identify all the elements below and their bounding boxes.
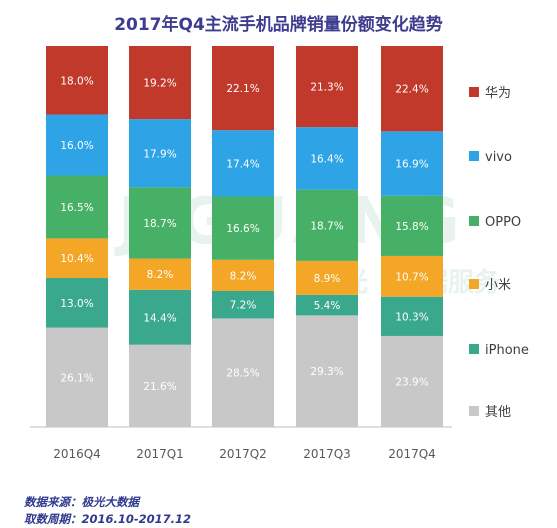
data-label: 21.3%: [310, 82, 343, 94]
bar-segment: [381, 335, 443, 427]
data-label: 29.3%: [310, 366, 343, 378]
legend-label: vivo: [485, 150, 512, 165]
bar-segment: [212, 318, 274, 427]
data-label: 14.4%: [143, 312, 176, 324]
bar-segment: [129, 344, 191, 427]
legend-label: 华为: [485, 86, 511, 101]
bar-segment: [296, 315, 358, 427]
data-label: 16.9%: [395, 159, 428, 171]
bar-segment: [212, 196, 274, 260]
data-label: 10.7%: [395, 271, 428, 283]
data-label: 23.9%: [395, 376, 428, 388]
data-label: 8.2%: [147, 269, 174, 281]
bar-segment: [296, 46, 358, 128]
legend-swatch: [469, 151, 479, 161]
x-tick-label: 2017Q1: [136, 447, 184, 461]
data-label: 18.0%: [60, 75, 93, 87]
data-label: 28.5%: [226, 368, 259, 380]
bar-segment: [129, 119, 191, 188]
bar-segment: [129, 258, 191, 290]
bar-segment: [381, 255, 443, 297]
legend-label: iPhone: [485, 343, 529, 358]
legend-swatch: [469, 279, 479, 289]
legend-swatch: [469, 406, 479, 416]
data-label: 16.4%: [310, 153, 343, 165]
legend-swatch: [469, 216, 479, 226]
data-label: 16.0%: [60, 140, 93, 152]
bar-segment: [212, 290, 274, 319]
bar-segment: [381, 195, 443, 256]
bar-segment: [129, 289, 191, 345]
bar-segment: [129, 46, 191, 120]
bar-segment: [296, 294, 358, 316]
data-period: 取数周期：2016.10-2017.12: [24, 512, 192, 526]
x-tick-label: 2016Q4: [53, 447, 101, 461]
bar-segment: [46, 114, 108, 176]
bar-segment: [212, 46, 274, 131]
data-label: 18.7%: [143, 218, 176, 230]
bar-segment: [46, 278, 108, 328]
bar-segment: [381, 296, 443, 336]
data-label: 8.2%: [230, 270, 257, 282]
data-label: 13.0%: [60, 298, 93, 310]
bar-segment: [212, 130, 274, 197]
legend-swatch: [469, 87, 479, 97]
bar-segment: [381, 131, 443, 196]
x-tick-label: 2017Q2: [219, 447, 267, 461]
bar-segment: [129, 187, 191, 259]
legend-swatch: [469, 344, 479, 354]
bar-segment: [296, 260, 358, 295]
data-label: 26.1%: [60, 372, 93, 384]
bar-segment: [46, 238, 108, 279]
legend-label: OPPO: [485, 215, 521, 230]
data-label: 8.9%: [314, 273, 341, 285]
data-label: 15.8%: [395, 221, 428, 233]
data-label: 19.2%: [143, 78, 176, 90]
data-label: 10.3%: [395, 311, 428, 323]
bar-segment: [381, 46, 443, 132]
data-label: 18.7%: [310, 220, 343, 232]
bar-segment: [212, 259, 274, 291]
data-label: 17.4%: [226, 158, 259, 170]
bar-segment: [296, 189, 358, 261]
chart-title: 2017年Q4主流手机品牌销量份额变化趋势: [114, 15, 443, 35]
data-label: 22.4%: [395, 84, 428, 96]
bar-segment: [46, 46, 108, 115]
legend-label: 小米: [485, 278, 511, 293]
data-label: 5.4%: [314, 300, 341, 312]
bar-segment: [46, 175, 108, 239]
data-label: 17.9%: [143, 148, 176, 160]
x-tick-label: 2017Q3: [303, 447, 351, 461]
data-label: 10.4%: [60, 253, 93, 265]
data-source: 数据来源：极光大数据: [24, 495, 139, 509]
data-label: 16.6%: [226, 223, 259, 235]
legend-label: 其他: [485, 405, 511, 420]
data-label: 16.5%: [60, 202, 93, 214]
x-tick-label: 2017Q4: [388, 447, 436, 461]
data-label: 21.6%: [143, 381, 176, 393]
data-label: 7.2%: [230, 300, 257, 312]
bar-segment: [296, 127, 358, 190]
bar-segment: [46, 327, 108, 427]
data-label: 22.1%: [226, 83, 259, 95]
